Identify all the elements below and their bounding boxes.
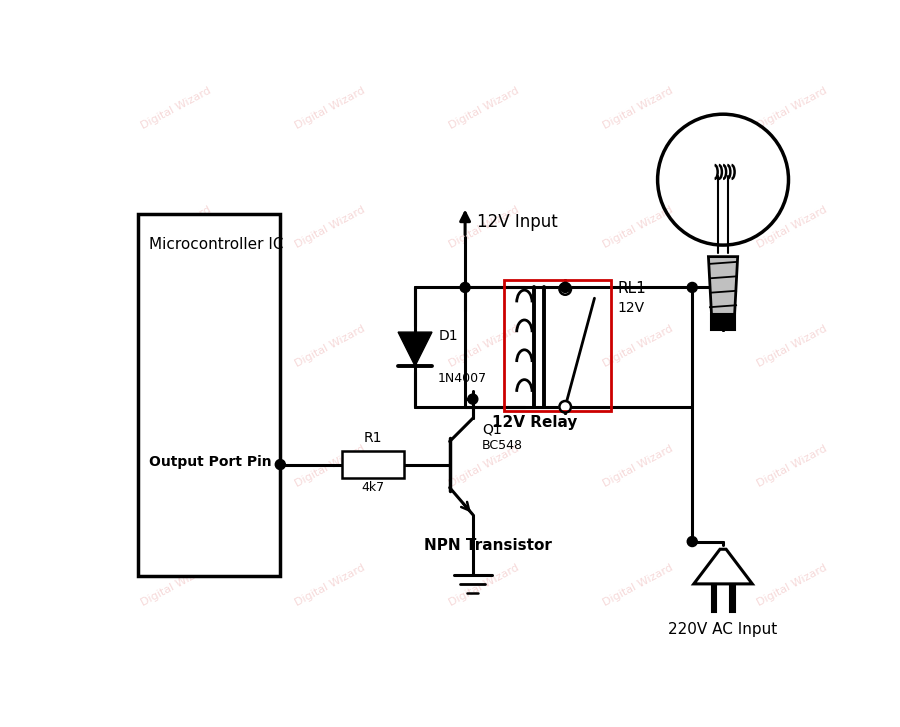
Text: Digital Wizard: Digital Wizard bbox=[447, 563, 521, 608]
Bar bbox=[730, 584, 734, 612]
Text: Digital Wizard: Digital Wizard bbox=[601, 205, 675, 250]
Text: Digital Wizard: Digital Wizard bbox=[140, 443, 213, 489]
Circle shape bbox=[460, 282, 470, 292]
Circle shape bbox=[275, 459, 285, 470]
Circle shape bbox=[688, 282, 698, 292]
Text: Digital Wizard: Digital Wizard bbox=[293, 563, 367, 608]
Text: 12V Input: 12V Input bbox=[477, 213, 557, 231]
Text: Digital Wizard: Digital Wizard bbox=[601, 324, 675, 369]
Text: Digital Wizard: Digital Wizard bbox=[447, 205, 521, 250]
Text: Digital Wizard: Digital Wizard bbox=[293, 443, 367, 489]
Text: 220V AC Input: 220V AC Input bbox=[669, 622, 778, 637]
Circle shape bbox=[560, 401, 571, 412]
Polygon shape bbox=[398, 332, 432, 366]
Bar bbox=[504, 280, 611, 411]
Text: D1: D1 bbox=[438, 329, 458, 343]
Circle shape bbox=[468, 394, 478, 404]
Circle shape bbox=[560, 284, 571, 294]
Text: Digital Wizard: Digital Wizard bbox=[293, 205, 367, 250]
Bar bbox=[712, 584, 716, 612]
Circle shape bbox=[688, 537, 698, 547]
Text: Digital Wizard: Digital Wizard bbox=[293, 324, 367, 369]
Text: Digital Wizard: Digital Wizard bbox=[447, 324, 521, 369]
Text: Digital Wizard: Digital Wizard bbox=[140, 205, 213, 250]
Text: Digital Wizard: Digital Wizard bbox=[756, 205, 829, 250]
Text: Digital Wizard: Digital Wizard bbox=[447, 443, 521, 489]
Text: Digital Wizard: Digital Wizard bbox=[140, 324, 213, 369]
Text: NPN Transistor: NPN Transistor bbox=[424, 538, 552, 553]
Text: Digital Wizard: Digital Wizard bbox=[601, 85, 675, 131]
Text: 4k7: 4k7 bbox=[361, 481, 384, 494]
Text: Digital Wizard: Digital Wizard bbox=[756, 443, 829, 489]
Text: 12V: 12V bbox=[617, 301, 644, 316]
Text: RL1: RL1 bbox=[617, 281, 646, 297]
Text: Digital Wizard: Digital Wizard bbox=[601, 563, 675, 608]
Bar bbox=[711, 314, 735, 330]
Text: Digital Wizard: Digital Wizard bbox=[140, 563, 213, 608]
Text: Digital Wizard: Digital Wizard bbox=[293, 85, 367, 131]
Text: BC548: BC548 bbox=[482, 439, 523, 451]
Text: Digital Wizard: Digital Wizard bbox=[756, 324, 829, 369]
Polygon shape bbox=[708, 257, 738, 314]
Text: Q1: Q1 bbox=[482, 423, 502, 437]
Text: 12V Relay: 12V Relay bbox=[491, 415, 577, 430]
Text: R1: R1 bbox=[364, 431, 382, 446]
Text: Digital Wizard: Digital Wizard bbox=[140, 85, 213, 131]
Text: 1N4007: 1N4007 bbox=[438, 372, 487, 385]
Text: Digital Wizard: Digital Wizard bbox=[756, 563, 829, 608]
Text: Microcontroller IC: Microcontroller IC bbox=[149, 238, 284, 252]
Circle shape bbox=[560, 282, 571, 292]
Text: Digital Wizard: Digital Wizard bbox=[447, 85, 521, 131]
Text: Output Port Pin: Output Port Pin bbox=[149, 455, 272, 469]
Polygon shape bbox=[694, 549, 752, 584]
Bar bbox=[342, 451, 403, 478]
Text: Digital Wizard: Digital Wizard bbox=[756, 85, 829, 131]
Text: Digital Wizard: Digital Wizard bbox=[601, 443, 675, 489]
Bar bbox=[138, 214, 280, 577]
